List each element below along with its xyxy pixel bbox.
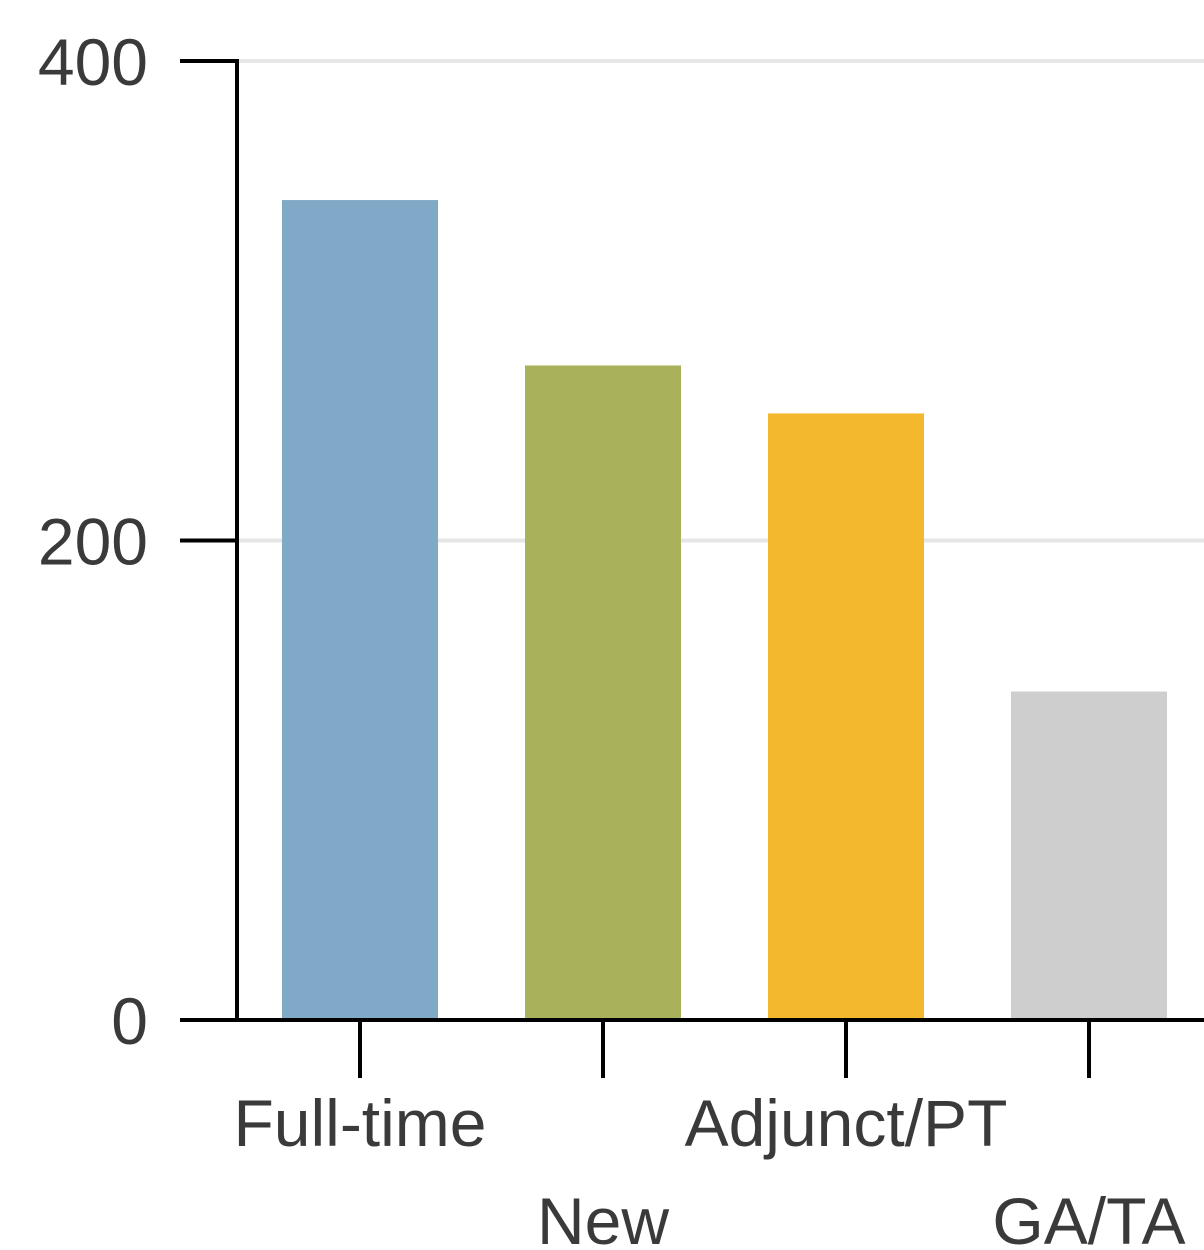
y-ticks: 0 200 400 — [38, 25, 237, 1058]
x-tick-label-adjunct-pt: Adjunct/PT — [685, 1086, 1008, 1160]
x-tick-label-full-time: Full-time — [233, 1086, 486, 1160]
bars — [282, 200, 1167, 1020]
y-tick-label-200: 200 — [38, 505, 148, 579]
x-tick-label-new: New — [537, 1184, 669, 1250]
bar-ga-ta — [1011, 691, 1167, 1020]
y-tick-label-400: 400 — [38, 25, 148, 99]
y-tick-label-0: 0 — [111, 984, 148, 1058]
x-tick-label-ga-ta: GA/TA — [992, 1184, 1185, 1250]
bar-full-time — [282, 200, 438, 1020]
bar-adjunct-pt — [768, 413, 924, 1020]
bar-new — [525, 365, 681, 1020]
